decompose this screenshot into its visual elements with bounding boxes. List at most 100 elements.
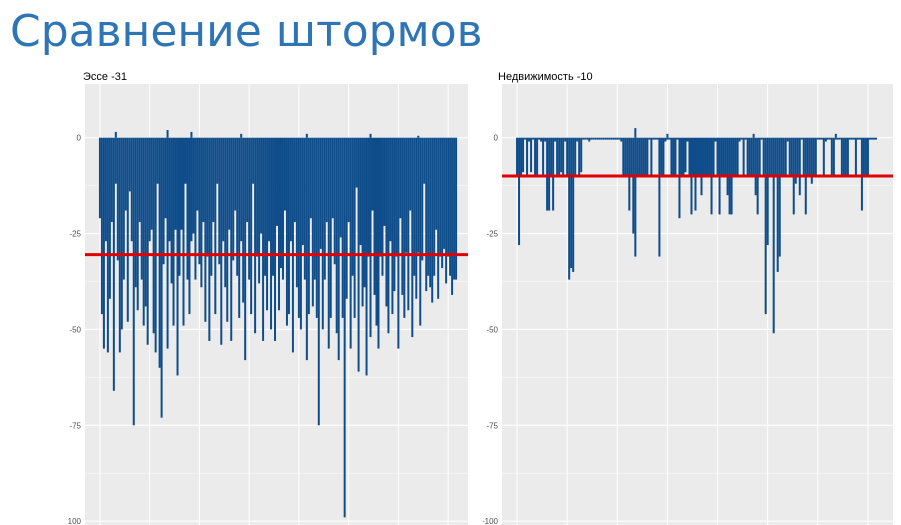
bar xyxy=(134,137,137,288)
bar xyxy=(453,137,456,280)
bar xyxy=(120,137,123,330)
bar xyxy=(329,137,332,318)
bar xyxy=(168,137,171,242)
bar xyxy=(236,137,239,276)
bar xyxy=(254,137,257,334)
bar xyxy=(516,137,519,177)
bar-positive xyxy=(190,131,193,138)
bar xyxy=(618,137,621,140)
bar xyxy=(612,137,615,140)
bar xyxy=(411,137,414,338)
bar xyxy=(832,137,835,177)
bar xyxy=(720,137,723,177)
bar xyxy=(670,137,673,177)
bar xyxy=(341,137,344,318)
bar xyxy=(210,137,213,276)
bar xyxy=(684,137,687,173)
bar xyxy=(640,137,643,177)
bar xyxy=(616,137,619,140)
bar xyxy=(560,137,563,173)
bar xyxy=(650,137,653,177)
bar xyxy=(586,137,589,140)
slide-title: Сравнение штормов xyxy=(10,6,483,57)
bar xyxy=(118,137,121,353)
bar xyxy=(447,137,450,257)
bar xyxy=(700,137,703,196)
bar xyxy=(626,137,629,177)
bar xyxy=(351,137,354,276)
y-tick-label: 0 xyxy=(494,134,499,143)
bar xyxy=(106,137,109,353)
bar xyxy=(132,137,135,426)
bar xyxy=(98,137,101,219)
bar xyxy=(224,137,227,288)
bar xyxy=(315,137,318,318)
bar xyxy=(112,137,115,391)
bar xyxy=(772,137,775,334)
bar xyxy=(381,137,384,276)
bar xyxy=(405,137,408,253)
bar xyxy=(206,137,209,257)
bar xyxy=(297,137,300,318)
bar xyxy=(100,137,103,315)
bar xyxy=(724,137,727,177)
bar xyxy=(816,137,819,140)
bar xyxy=(347,137,350,223)
bar xyxy=(722,137,725,177)
bar xyxy=(212,137,215,223)
bar xyxy=(528,137,531,142)
bar xyxy=(323,137,326,280)
bar xyxy=(337,137,340,361)
bar xyxy=(303,137,306,280)
bar xyxy=(240,137,243,242)
bar xyxy=(415,137,418,299)
bar xyxy=(327,137,330,349)
bar xyxy=(244,137,247,361)
y-tick-label: 0 xyxy=(77,134,82,143)
bar xyxy=(776,137,779,272)
y-tick-label: -25 xyxy=(69,230,81,239)
bar xyxy=(866,137,869,177)
bar xyxy=(331,137,334,219)
bar xyxy=(281,137,284,280)
bar xyxy=(812,137,815,177)
bar xyxy=(427,137,430,276)
bar xyxy=(279,137,282,269)
bar xyxy=(104,137,107,242)
bar xyxy=(566,137,569,177)
bar xyxy=(834,137,837,140)
bar xyxy=(580,137,583,173)
bar xyxy=(796,137,799,177)
bar xyxy=(373,137,376,295)
bar-positive xyxy=(666,133,669,138)
bar xyxy=(202,137,205,223)
bar xyxy=(864,137,867,177)
bars-left xyxy=(98,130,458,518)
bar-positive xyxy=(114,131,117,138)
bar xyxy=(164,137,167,219)
bar xyxy=(375,137,378,326)
y-tick-label: -100 xyxy=(68,517,82,525)
bar xyxy=(335,137,338,334)
bar xyxy=(228,137,231,230)
bar xyxy=(283,137,286,211)
bar xyxy=(214,137,217,315)
bar xyxy=(860,137,863,211)
bar xyxy=(706,137,709,177)
bar xyxy=(856,137,859,140)
bar xyxy=(190,137,193,242)
bar xyxy=(222,137,225,242)
bar xyxy=(136,137,139,311)
bar xyxy=(646,137,649,177)
bar xyxy=(714,137,717,142)
bar xyxy=(383,137,386,226)
bar xyxy=(562,137,565,177)
bar xyxy=(278,137,280,311)
bar xyxy=(395,137,398,257)
bar xyxy=(810,137,813,184)
bar-positive xyxy=(166,130,169,138)
bar xyxy=(766,137,769,246)
bar xyxy=(576,137,579,142)
bar xyxy=(349,137,352,349)
bar xyxy=(110,137,113,223)
